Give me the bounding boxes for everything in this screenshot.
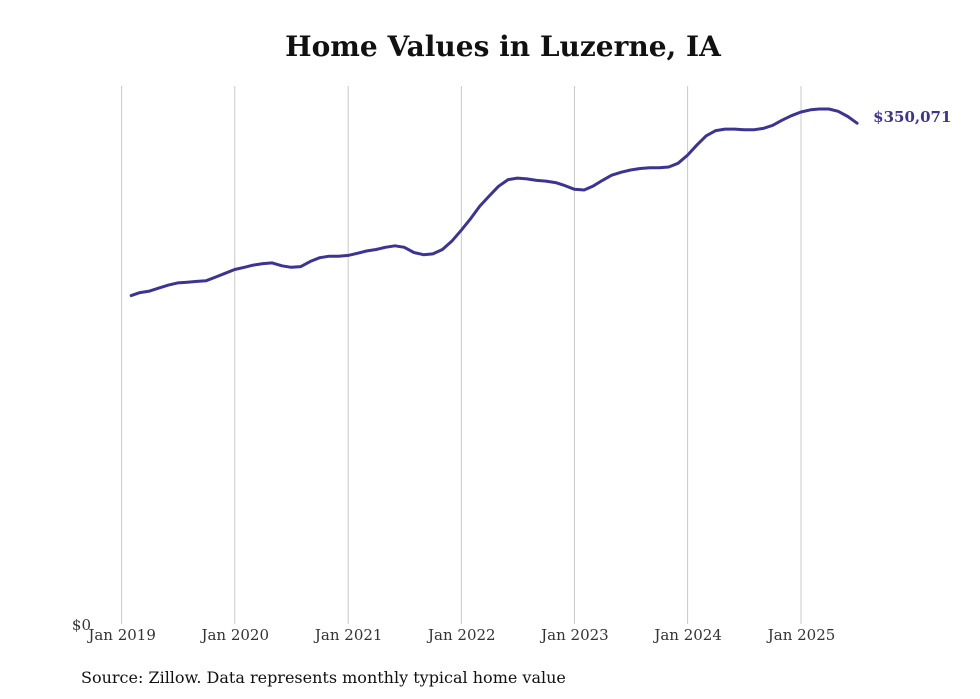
chart-title: Home Values in Luzerne, IA [285,30,721,63]
gridlines [121,86,802,624]
x-tick-label: Jan 2020 [199,626,269,644]
end-value-label: $350,071 [873,108,951,126]
x-tick-label: Jan 2025 [766,626,836,644]
source-note: Source: Zillow. Data represents monthly … [81,668,566,687]
x-tick-label: Jan 2019 [86,626,156,644]
x-tick-label: Jan 2023 [539,626,609,644]
x-tick-label: Jan 2024 [652,626,722,644]
x-tick-label: Jan 2022 [426,626,496,644]
y-axis-zero-label: $0 [72,616,91,634]
x-axis-tick-labels: Jan 2019 Jan 2020 Jan 2021 Jan 2022 Jan 2023… [86,626,835,644]
x-tick-label: Jan 2021 [313,626,383,644]
series-line [129,107,859,298]
